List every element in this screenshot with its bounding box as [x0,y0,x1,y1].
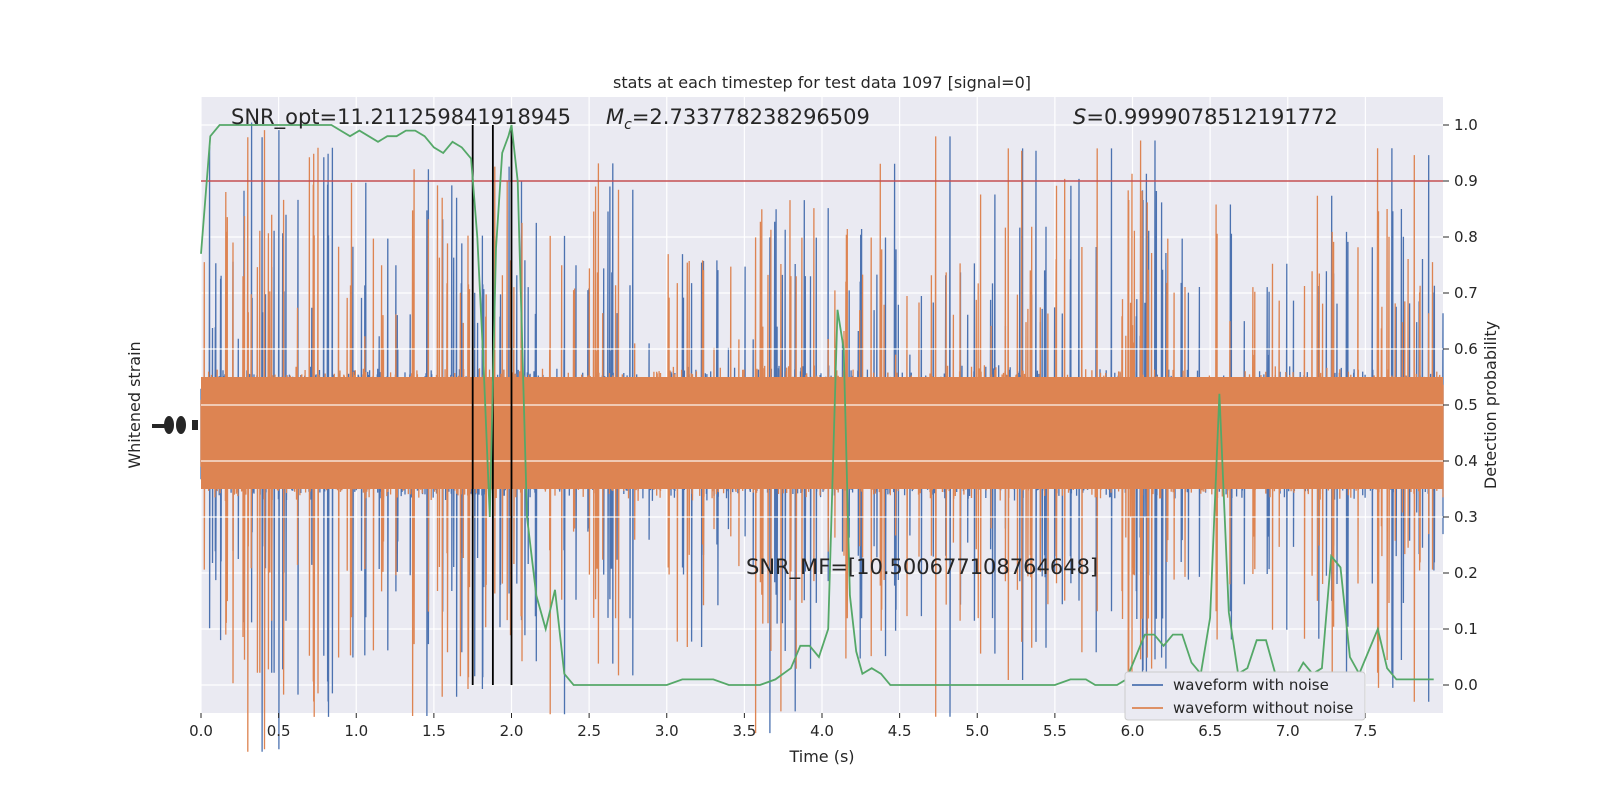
y-tick-label-right: 0.9 [1454,172,1478,190]
annotation-snr-mf: SNR_MF=[10.500677108764648] [746,555,1098,580]
annotation-mc-symbol: M [606,105,624,129]
x-ticks: 0.0 0.5 1.0 1.5 2.0 2.5 3.0 3.5 4.0 4.5 5.0 5.5 6.0 6… [189,713,1377,740]
left-tick-blob-glyph [164,416,174,434]
x-tick-label: 2.0 [500,722,524,740]
annotation-s-value: =0.9999078512191772 [1086,105,1337,129]
x-tick-label: 7.5 [1353,722,1377,740]
strain-series-group [200,122,1444,752]
legend-box [1124,671,1366,721]
legend-label-without-noise: waveform without noise [1173,699,1353,717]
chart-title: stats at each timestep for test data 109… [613,73,1031,92]
probability-series-group [200,124,1434,686]
y-tick-label-right: 0.4 [1454,452,1478,470]
legend-label-with-noise: waveform with noise [1173,676,1329,694]
left-tick-blob-glyph [176,416,186,434]
y-tick-label-right: 0.5 [1454,396,1478,414]
y-tick-label-right: 0.0 [1454,676,1478,694]
x-tick-label: 2.5 [577,722,601,740]
y-tick-label-right: 0.1 [1454,620,1478,638]
strain-dense-band [201,377,1443,489]
x-tick-label: 6.5 [1198,722,1222,740]
x-tick-label: 0.5 [267,722,291,740]
y-axis-label-left: Whitened strain [125,341,144,468]
y-tick-label-right: 0.3 [1454,508,1478,526]
annotation-snr-opt: SNR_opt=11.211259841918945 [231,105,571,130]
left-tick-blob-bar [152,424,166,428]
x-tick-label: 3.5 [732,722,756,740]
x-tick-label: 5.5 [1043,722,1067,740]
y-tick-label-right: 0.2 [1454,564,1478,582]
x-tick-label: 5.0 [965,722,989,740]
y-axis-label-right: Detection probability [1481,321,1500,489]
legend: waveform with noise waveform without noi… [1124,671,1366,721]
x-tick-label: 6.0 [1121,722,1145,740]
y-tick-label-right: 1.0 [1454,116,1478,134]
y-ticks-right: 0.0 0.1 0.2 0.3 0.4 0.5 0.6 0.7 0.8 0.9 1.0 [1443,116,1478,694]
x-tick-label: 0.0 [189,722,213,740]
x-tick-label: 1.5 [422,722,446,740]
x-tick-label: 4.0 [810,722,834,740]
x-tick-label: 3.0 [655,722,679,740]
y-tick-label-right: 0.8 [1454,228,1478,246]
annotation-mc-subscript: c [624,117,632,133]
left-tick-blob-mark [192,420,198,430]
annotation-s: S=0.9999078512191772 [1073,105,1338,129]
annotation-chirp-mass: Mc=2.733778238296509 [606,105,870,133]
y-tick-label-right: 0.6 [1454,340,1478,358]
annotation-mc-value: =2.733778238296509 [632,105,870,129]
series-detection-probability [200,124,1434,686]
x-tick-label: 4.5 [888,722,912,740]
y-tick-label-right: 0.7 [1454,284,1478,302]
x-axis-label: Time (s) [788,747,854,766]
left-axis-overlap-ticks [152,416,198,434]
x-tick-label: 7.0 [1276,722,1300,740]
x-tick-label: 1.0 [344,722,368,740]
annotation-s-symbol: S [1073,105,1086,129]
